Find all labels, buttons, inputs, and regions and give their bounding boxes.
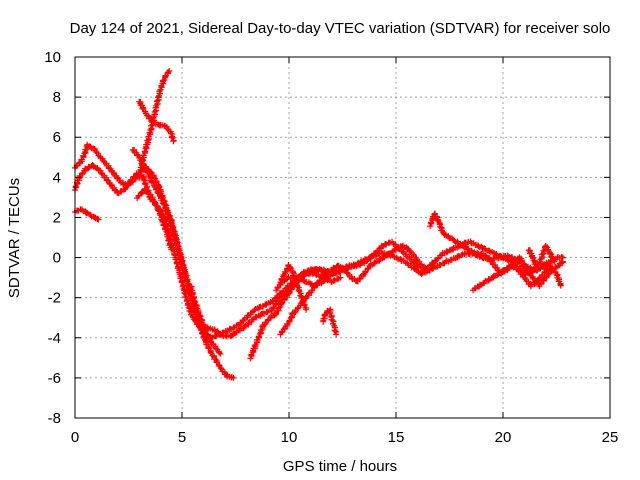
marker-path — [525, 243, 558, 272]
x-tick-label: 0 — [71, 429, 79, 446]
series-track-3 — [72, 206, 102, 223]
series-track-12 — [320, 306, 340, 338]
series-track-11 — [277, 242, 432, 338]
y-tick-label: 4 — [53, 169, 61, 186]
x-tick-label: 20 — [495, 429, 512, 446]
x-tick-label: 5 — [178, 429, 186, 446]
chart-title: Day 124 of 2021, Sidereal Day-to-day VTE… — [70, 20, 611, 37]
series-track-15 — [470, 262, 564, 294]
series-track-8 — [187, 283, 224, 357]
plot-frame — [74, 56, 611, 419]
y-tick-label: 8 — [53, 89, 61, 106]
y-tick-label: 6 — [53, 129, 61, 146]
marker-path — [277, 242, 432, 338]
marker-path — [187, 283, 224, 357]
y-tick-label: -2 — [48, 290, 61, 307]
marker-path — [470, 262, 564, 294]
y-tick-label: 10 — [44, 49, 61, 66]
series-track-13 — [277, 262, 310, 313]
x-tick-label: 25 — [602, 429, 619, 446]
axis-ticks: 0 5 10 15 20 25 -8 -6 -4 -2 0 2 4 6 8 10 — [44, 49, 618, 446]
data-points — [72, 68, 566, 381]
marker-path — [136, 98, 177, 145]
y-tick-label: -8 — [48, 410, 61, 427]
marker-path — [136, 68, 173, 181]
series-track-5 — [136, 68, 173, 181]
marker-path — [72, 206, 102, 223]
series-track-6 — [136, 98, 177, 145]
y-tick-label: -4 — [48, 330, 61, 347]
y-axis-label: SDTVAR / TECUs — [6, 178, 23, 298]
marker-path — [134, 185, 175, 253]
y-tick-label: 2 — [53, 209, 61, 226]
y-tick-label: -6 — [48, 370, 61, 387]
marker-path — [129, 146, 344, 341]
x-tick-label: 15 — [388, 429, 405, 446]
series-track-4 — [129, 146, 344, 341]
x-axis-label: GPS time / hours — [283, 458, 397, 475]
marker-path — [277, 262, 310, 313]
y-tick-label: 0 — [53, 250, 61, 267]
marker-path — [320, 306, 340, 338]
x-tick-label: 10 — [281, 429, 298, 446]
series-track-7 — [134, 185, 175, 253]
series-track-16 — [525, 243, 558, 272]
